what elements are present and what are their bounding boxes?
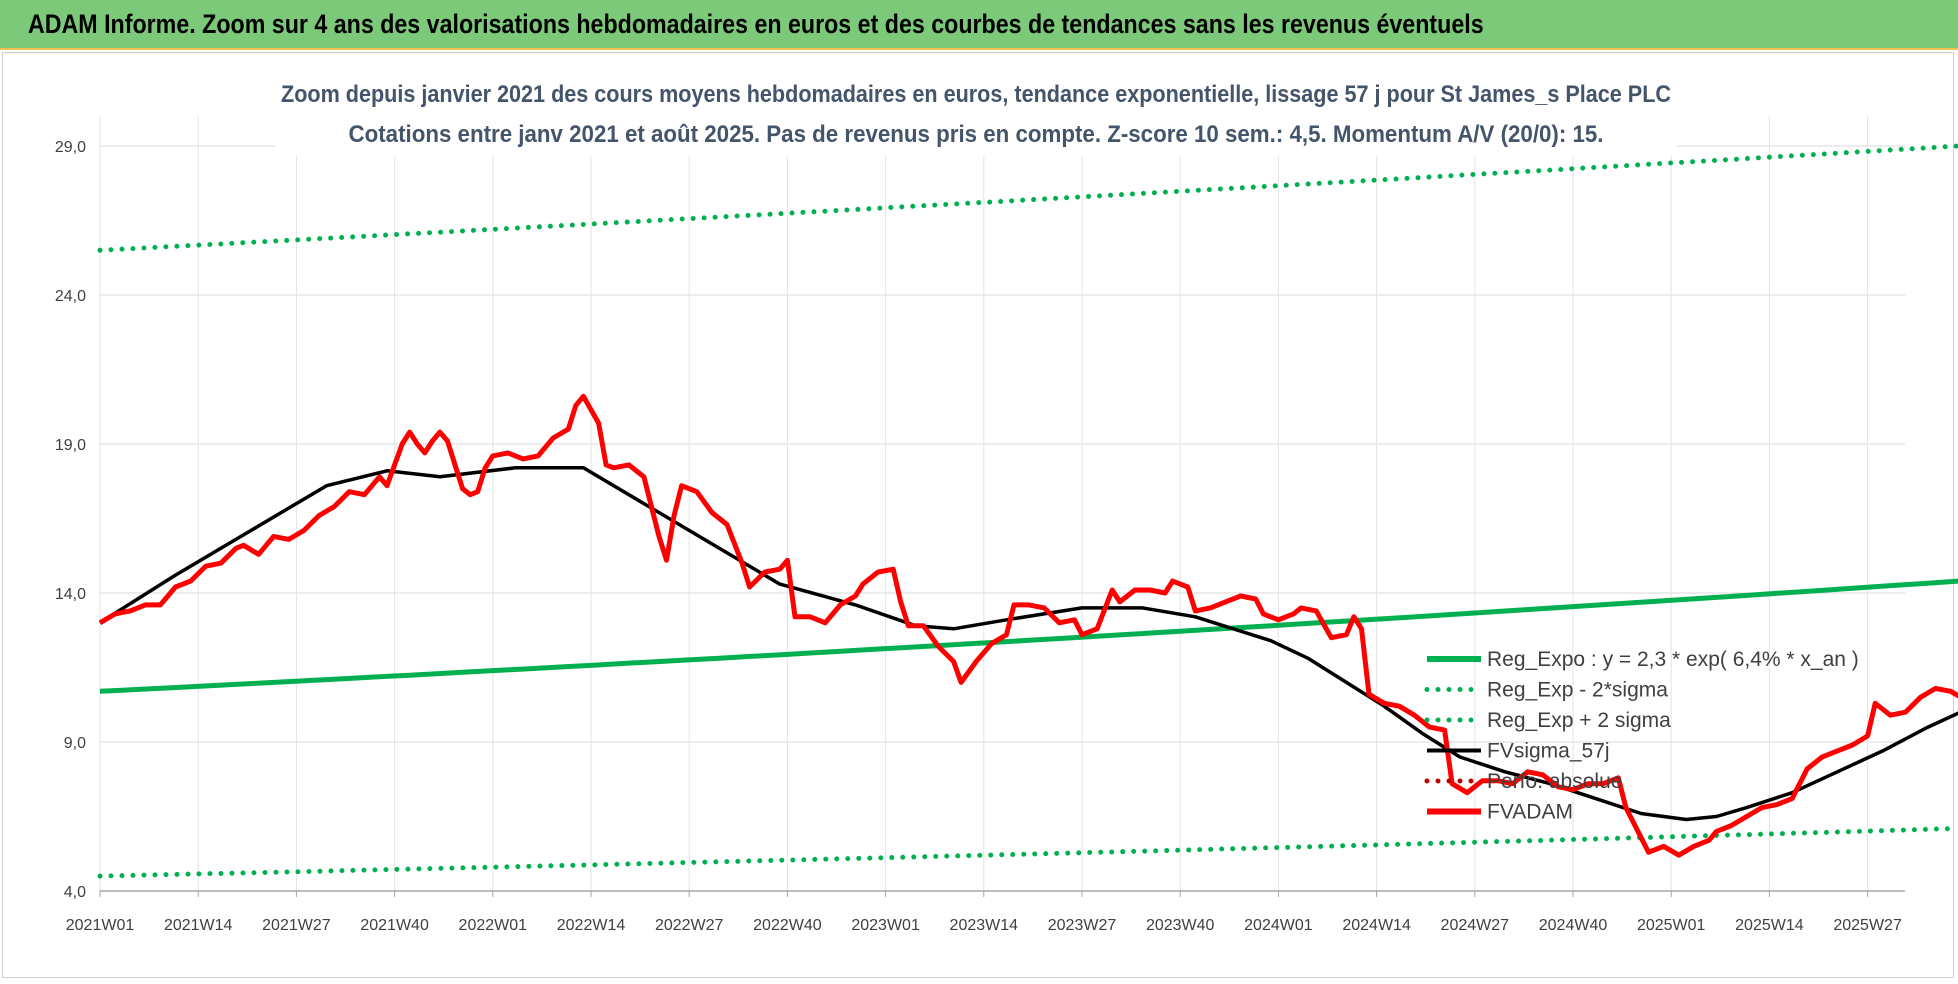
x-tick-label: 2023W27 [1048,917,1117,934]
x-tick-label: 2021W40 [360,917,429,934]
chart-title: Zoom depuis janvier 2021 des cours moyen… [281,81,1671,108]
y-tick-label: 4,0 [64,884,86,901]
chart-axes: 4,0 9,0 14,0 19,0 24,0 29,0 2021W01 2021W14 2021… [55,139,1905,934]
subtitle-box [275,72,1677,156]
x-tick-label: 2024W14 [1342,917,1411,934]
x-tick-label: 2022W27 [655,917,724,934]
series-line-fvadam [98,393,1958,858]
x-tick-label: 2021W14 [164,917,233,934]
series-line-reg-exp-2-sigma [97,825,1958,879]
x-tick-label: 2021W27 [262,917,331,934]
x-tick-label: 2022W14 [557,917,626,934]
x-tick-label: 2025W27 [1833,917,1902,934]
x-tick-label: 2022W01 [459,917,528,934]
chart-series [97,143,1958,879]
x-tick-label: 2023W14 [950,917,1019,934]
series-line-reg-expo-y-2-3-exp-6-4-x-an [99,578,1958,694]
series-line-fvsigma-57j [99,466,1958,822]
y-tick-label: 29,0 [55,139,86,156]
legend-label: FVADAM [1487,801,1573,824]
series-line-reg-exp-2-sigma [97,143,1958,253]
x-tick-label: 2023W01 [851,917,920,934]
x-tick-label: 2024W01 [1244,917,1313,934]
y-tick-label: 19,0 [55,437,86,454]
x-tick-label: 2025W14 [1735,917,1804,934]
x-tick-label: 2025W01 [1637,917,1706,934]
page-title: ADAM Informe. Zoom sur 4 ans des valoris… [28,9,1484,39]
y-tick-label: 9,0 [64,735,86,752]
legend-label: Reg_Exp - 2*sigma [1487,679,1668,702]
legend-label: FVsigma_57j [1487,740,1610,763]
x-tick-label: 2022W40 [753,917,822,934]
y-tick-label: 14,0 [55,586,86,603]
x-tick-label: 2024W27 [1441,917,1510,934]
title-banner: ADAM Informe. Zoom sur 4 ans des valoris… [0,0,1958,50]
chart-frame [2,52,1954,978]
x-tick-label: 2023W40 [1146,917,1215,934]
chart-grid [99,116,1905,892]
legend-label: Perfo. absolue [1487,770,1622,793]
legend-label: Reg_Expo : y = 2,3 * exp( 6,4% * x_an ) [1487,648,1859,671]
x-tick-label: 2021W01 [66,917,135,934]
chart-legend: Reg_Expo : y = 2,3 * exp( 6,4% * x_an ) R… [1424,648,1859,824]
y-tick-label: 24,0 [55,288,86,305]
chart-subtitle: Cotations entre janv 2021 et août 2025. … [349,121,1604,148]
legend-label: Reg_Exp + 2 sigma [1487,709,1671,732]
x-tick-label: 2024W40 [1539,917,1608,934]
